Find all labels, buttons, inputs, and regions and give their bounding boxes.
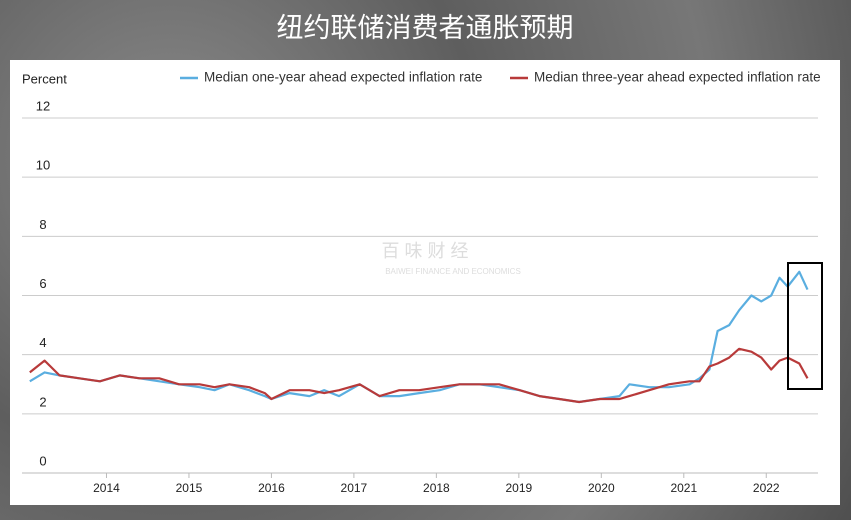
y-tick-label: 8 [39, 217, 46, 232]
x-tick-label: 2018 [423, 481, 450, 495]
legend-label: Median one-year ahead expected inflation… [204, 70, 482, 85]
watermark-subtitle: BAIWEI FINANCE AND ECONOMICS [385, 267, 521, 276]
x-tick-label: 2014 [93, 481, 120, 495]
x-tick-label: 2022 [753, 481, 780, 495]
series-line [29, 347, 809, 404]
highlight-box [787, 262, 823, 390]
x-tick-label: 2021 [670, 481, 697, 495]
x-tick-label: 2019 [505, 481, 532, 495]
x-tick-label: 2020 [588, 481, 615, 495]
chart-title: 纽约联储消费者通胀预期 [277, 13, 574, 43]
legend-label: Median three-year ahead expected inflati… [534, 70, 821, 85]
y-tick-label: 10 [36, 158, 50, 173]
y-tick-label: 6 [39, 276, 46, 291]
x-tick-label: 2015 [176, 481, 203, 495]
y-tick-label: 2 [39, 394, 46, 409]
y-tick-label: 4 [39, 335, 46, 350]
watermark: 百 味 财 经 [381, 241, 468, 261]
plot-panel [10, 60, 840, 505]
x-tick-label: 2016 [258, 481, 285, 495]
y-axis-label: Percent [22, 71, 67, 86]
y-tick-label: 12 [36, 98, 50, 113]
x-tick-label: 2017 [341, 481, 368, 495]
y-tick-label: 0 [39, 453, 46, 468]
